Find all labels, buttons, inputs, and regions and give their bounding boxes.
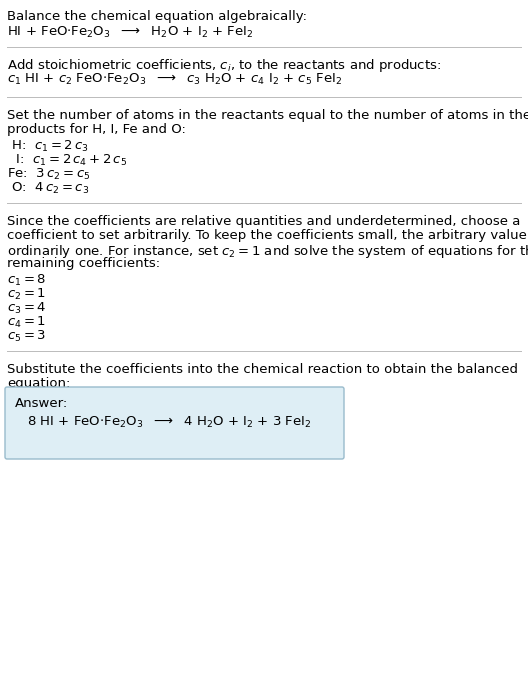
Text: ordinarily one. For instance, set $c_2 = 1$ and solve the system of equations fo: ordinarily one. For instance, set $c_2 =… (7, 243, 528, 260)
Text: Balance the chemical equation algebraically:: Balance the chemical equation algebraica… (7, 10, 307, 23)
Text: $c_5 = 3$: $c_5 = 3$ (7, 329, 46, 344)
Text: Since the coefficients are relative quantities and underdetermined, choose a: Since the coefficients are relative quan… (7, 215, 521, 228)
Text: Fe:  $3\,c_2 = c_5$: Fe: $3\,c_2 = c_5$ (7, 167, 90, 182)
Text: O:  $4\,c_2 = c_3$: O: $4\,c_2 = c_3$ (7, 181, 89, 196)
Text: products for H, I, Fe and O:: products for H, I, Fe and O: (7, 123, 186, 136)
Text: H:  $c_1 = 2\,c_3$: H: $c_1 = 2\,c_3$ (7, 139, 89, 154)
Text: $c_4 = 1$: $c_4 = 1$ (7, 315, 46, 330)
Text: HI + FeO$\cdot$Fe$_2$O$_3$  $\longrightarrow$  H$_2$O + I$_2$ + FeI$_2$: HI + FeO$\cdot$Fe$_2$O$_3$ $\longrightar… (7, 25, 253, 40)
Text: I:  $c_1 = 2\,c_4 + 2\,c_5$: I: $c_1 = 2\,c_4 + 2\,c_5$ (7, 153, 127, 168)
Text: equation:: equation: (7, 377, 70, 390)
Text: Substitute the coefficients into the chemical reaction to obtain the balanced: Substitute the coefficients into the che… (7, 363, 518, 376)
Text: remaining coefficients:: remaining coefficients: (7, 257, 160, 270)
Text: Set the number of atoms in the reactants equal to the number of atoms in the: Set the number of atoms in the reactants… (7, 109, 528, 122)
Text: $c_1 = 8$: $c_1 = 8$ (7, 273, 46, 288)
Text: $c_3 = 4$: $c_3 = 4$ (7, 301, 46, 316)
Text: Add stoichiometric coefficients, $c_i$, to the reactants and products:: Add stoichiometric coefficients, $c_i$, … (7, 57, 441, 74)
FancyBboxPatch shape (5, 387, 344, 459)
Text: 8 HI + FeO$\cdot$Fe$_2$O$_3$  $\longrightarrow$  4 H$_2$O + I$_2$ + 3 FeI$_2$: 8 HI + FeO$\cdot$Fe$_2$O$_3$ $\longright… (27, 415, 312, 430)
Text: $c_1$ HI + $c_2$ FeO$\cdot$Fe$_2$O$_3$  $\longrightarrow$  $c_3$ H$_2$O + $c_4$ : $c_1$ HI + $c_2$ FeO$\cdot$Fe$_2$O$_3$ $… (7, 72, 342, 87)
Text: $c_2 = 1$: $c_2 = 1$ (7, 287, 46, 302)
Text: Answer:: Answer: (15, 397, 68, 410)
Text: coefficient to set arbitrarily. To keep the coefficients small, the arbitrary va: coefficient to set arbitrarily. To keep … (7, 229, 528, 242)
